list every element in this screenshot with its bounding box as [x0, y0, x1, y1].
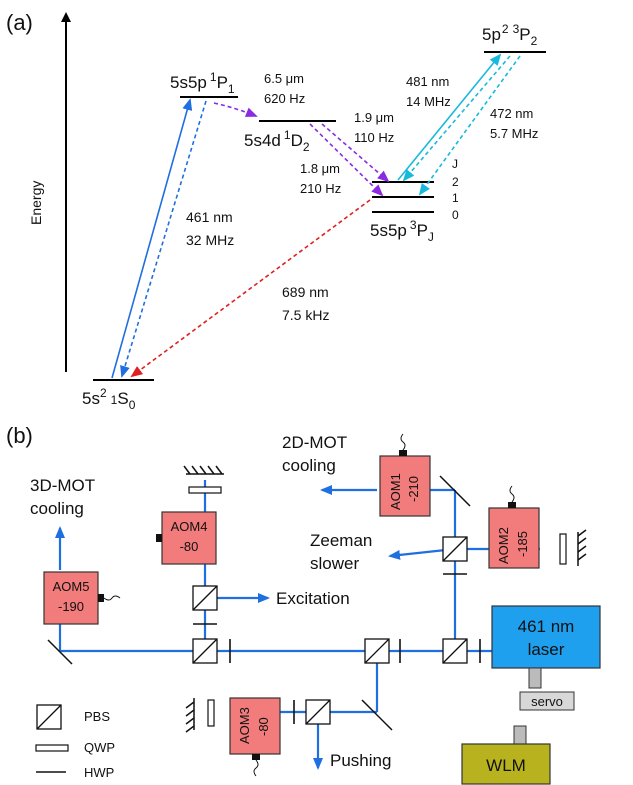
legend-hwp: HWP [84, 765, 114, 780]
label-620hz: 620 Hz [264, 91, 305, 106]
label-5s4d-1d2: 5s4d 1D2 [244, 128, 310, 154]
j-label-1: 1 [452, 191, 459, 205]
qwp-plates [188, 486, 567, 727]
laser-label-2: laser [528, 640, 565, 659]
svg-text:AOM3: AOM3 [237, 707, 252, 744]
label-5s5p-1p1: 5s5p 1P1 [170, 70, 235, 96]
label-689nm: 689 nm [282, 284, 329, 300]
label-pushing: Pushing [330, 751, 391, 770]
transition-472-down-b [418, 55, 521, 196]
label-excitation: Excitation [276, 589, 350, 608]
label-ground: 5s2 1S0 [82, 386, 136, 412]
label-7-5khz: 7.5 kHz [282, 307, 329, 323]
wlm-box [461, 743, 551, 785]
aom4: AOM4 -80 [156, 511, 217, 565]
panel-a: (a) Energy 5s2 1S0 5s5p 1P1 5s4d 1D2 5s5p 3P… [6, 10, 546, 412]
label-2dmot: 2D-MOT [282, 433, 347, 452]
label-zeeman: Zeeman [310, 531, 372, 550]
wlm-label: WLM [486, 756, 526, 775]
j-label-0: 0 [452, 208, 459, 222]
mirrors [47, 465, 587, 733]
label-210hz: 210 Hz [300, 181, 341, 196]
pbs-cubes [192, 536, 468, 725]
svg-text:AOM4: AOM4 [171, 519, 208, 534]
label-2dmot-cooling: cooling [282, 456, 336, 475]
panel-b: (b) 461 nm laser servo WLM [6, 423, 601, 785]
transition-461-up [111, 98, 193, 379]
panel-a-label: (a) [6, 10, 33, 35]
transition-461-down [120, 100, 207, 378]
svg-text:AOM5: AOM5 [53, 579, 90, 594]
transition-481-up [397, 53, 502, 181]
label-1-9um: 1.9 μm [354, 110, 394, 125]
panel-b-label: (b) [6, 423, 33, 448]
transition-689 [130, 199, 371, 378]
servo-box [519, 691, 575, 711]
label-5s5p-3pj: 5s5p 3PJ [370, 218, 434, 244]
aom5: AOM5 -190 [43, 571, 121, 625]
energy-axis-label: Energy [28, 181, 44, 225]
servo-label: servo [531, 694, 563, 709]
label-32mhz: 32 MHz [186, 232, 234, 248]
label-6-5um: 6.5 μm [264, 71, 304, 86]
transition-1d2-3p1 [309, 123, 384, 197]
svg-text:-80: -80 [256, 717, 271, 736]
svg-text:AOM1: AOM1 [388, 473, 403, 510]
aom1: AOM1 -210 [379, 433, 431, 517]
label-110hz: 110 Hz [354, 130, 394, 145]
svg-text:AOM2: AOM2 [496, 527, 511, 564]
fiber-port-top [528, 667, 542, 689]
label-5-7mhz: 5.7 MHz [490, 126, 538, 141]
label-1-8um: 1.8 μm [300, 161, 340, 176]
legend-pbs: PBS [84, 709, 110, 724]
fiber-port-bottom [513, 725, 527, 747]
label-461nm: 461 nm [186, 209, 233, 225]
transition-1d2-3p2 [321, 123, 390, 183]
legend: PBS QWP HWP [35, 704, 115, 780]
label-slower: slower [310, 554, 359, 573]
label-3dmot: 3D-MOT [30, 476, 95, 495]
laser-box [491, 605, 601, 669]
hwp-plates [193, 573, 481, 724]
laser-label-1: 461 nm [518, 617, 575, 636]
svg-text:-210: -210 [406, 476, 421, 502]
transition-472-down-a [402, 55, 511, 182]
svg-text:-185: -185 [515, 531, 530, 557]
aom2: AOM2 -185 [488, 485, 540, 569]
j-label-2: 2 [452, 175, 459, 189]
aom3: AOM3 -80 [229, 697, 281, 777]
label-14mhz: 14 MHz [406, 94, 451, 109]
label-3dmot-cooling: cooling [30, 499, 84, 518]
svg-text:-80: -80 [180, 539, 199, 554]
j-label-header: J [452, 157, 458, 171]
label-481nm: 481 nm [406, 74, 449, 89]
label-472nm: 472 nm [490, 106, 533, 121]
label-5p2-3p2: 5p2 3P2 [482, 22, 538, 48]
svg-text:-190: -190 [58, 599, 84, 614]
transition-1p1-1d2 [213, 102, 258, 117]
legend-qwp: QWP [84, 740, 115, 755]
legend-qwp-symbol [35, 744, 69, 752]
